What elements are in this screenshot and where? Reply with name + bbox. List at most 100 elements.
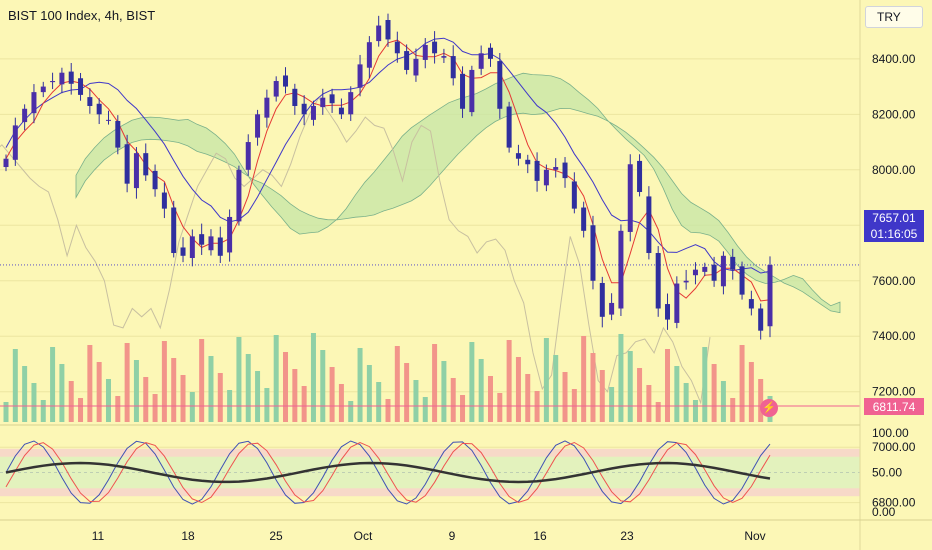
candle-body [12,125,18,160]
candle-body [273,81,279,97]
volume-bar [730,398,736,422]
volume-bar [525,374,531,422]
candle-body [404,51,410,70]
volume-bar [87,345,93,422]
volume-bar [236,337,242,422]
candle-body [581,207,587,231]
volume-bar [683,383,689,422]
candle-body [264,97,270,118]
volume-bar [292,369,298,422]
volume-bar [31,383,37,422]
candle-body [348,92,354,115]
volume-bar [478,359,484,422]
volume-bar [460,395,466,422]
candle-body [525,159,531,165]
volume-bar [413,380,419,422]
price-tick-label: 8200.00 [872,107,916,121]
volume-bar [366,365,372,422]
volume-bar [217,373,223,422]
volume-bar [3,402,9,422]
volume-bar [422,397,428,422]
candle-body [385,20,391,40]
volume-bar [655,402,661,422]
candle-body [180,247,186,256]
stoch-d-line [5,441,771,504]
osc-tick-label: 50.00 [872,466,902,480]
time-tick-label: 11 [92,529,105,543]
volume-bar [78,398,84,422]
volume-bar [599,370,605,422]
volume-bar [68,381,74,422]
volume-bar [133,360,139,422]
volume-bar [12,349,18,422]
volume-bar [329,367,335,422]
price-tick-label: 8000.00 [872,163,916,177]
volume-bar [627,351,633,422]
candle-body [711,264,717,281]
volume-bar [506,340,512,422]
osc-tick-label: 100.00 [872,426,909,440]
candle-body [487,47,493,59]
volume-bar [264,388,270,422]
volume-bar [310,333,316,422]
volume-bar [245,354,251,422]
candle-body [152,170,158,190]
candle-body [376,25,382,42]
volume-bar [161,341,167,422]
candle-body [441,56,447,58]
volume-bar [515,357,521,422]
candle-body [553,167,559,170]
candle-body [543,169,549,186]
volume-bar [273,335,279,422]
candle-body [105,119,111,121]
candle-body [236,169,242,222]
candle-body [646,196,652,254]
price-tick-label: 8400.00 [872,52,916,66]
volume-bar [143,377,149,422]
volume-bar [497,393,503,422]
candle-body [758,308,764,331]
volume-bar [739,345,745,422]
candle-body [78,78,84,95]
volume-bars [0,333,860,422]
volume-bar [357,348,363,422]
candle-body [739,266,745,295]
candle-body [627,164,633,232]
volume-bar [702,347,708,422]
time-tick-label: 9 [449,529,456,543]
candle-body [469,69,475,113]
volume-bar [320,350,326,422]
stoch-k-line [5,440,771,505]
volume-bar [711,364,717,422]
volume-bar [469,342,475,422]
volume-bar [124,343,130,422]
price-tick-label: 7200.00 [872,385,916,399]
candle-body [655,253,661,309]
bolt-icon[interactable]: ⚡ [760,399,778,417]
chart-title: BIST 100 Index, 4h, BIST [8,8,156,23]
volume-bar [543,338,549,422]
last-price-badge: 7657.01 [864,210,924,226]
price-tick-label: 7400.00 [872,329,916,343]
volume-bar [720,381,726,422]
volume-bar [255,371,261,422]
volume-bar [348,401,354,422]
candle-body [450,56,456,79]
candle-body [665,304,671,320]
candle-body [720,255,726,287]
volume-bar [758,379,764,422]
candle-body [366,42,372,68]
volume-bar [115,396,121,422]
volume-bar [748,362,754,422]
candle-body [599,282,605,317]
volume-bar [338,384,344,422]
candle-body [208,236,214,251]
price-tick-label: 6800.00 [872,496,916,510]
overbought-band [0,448,860,457]
volume-badge: 6811.74 [864,398,924,415]
volume-bar [22,366,28,422]
volume-bar [50,347,56,422]
candle-body [199,234,205,245]
currency-button[interactable]: TRY [865,6,923,28]
